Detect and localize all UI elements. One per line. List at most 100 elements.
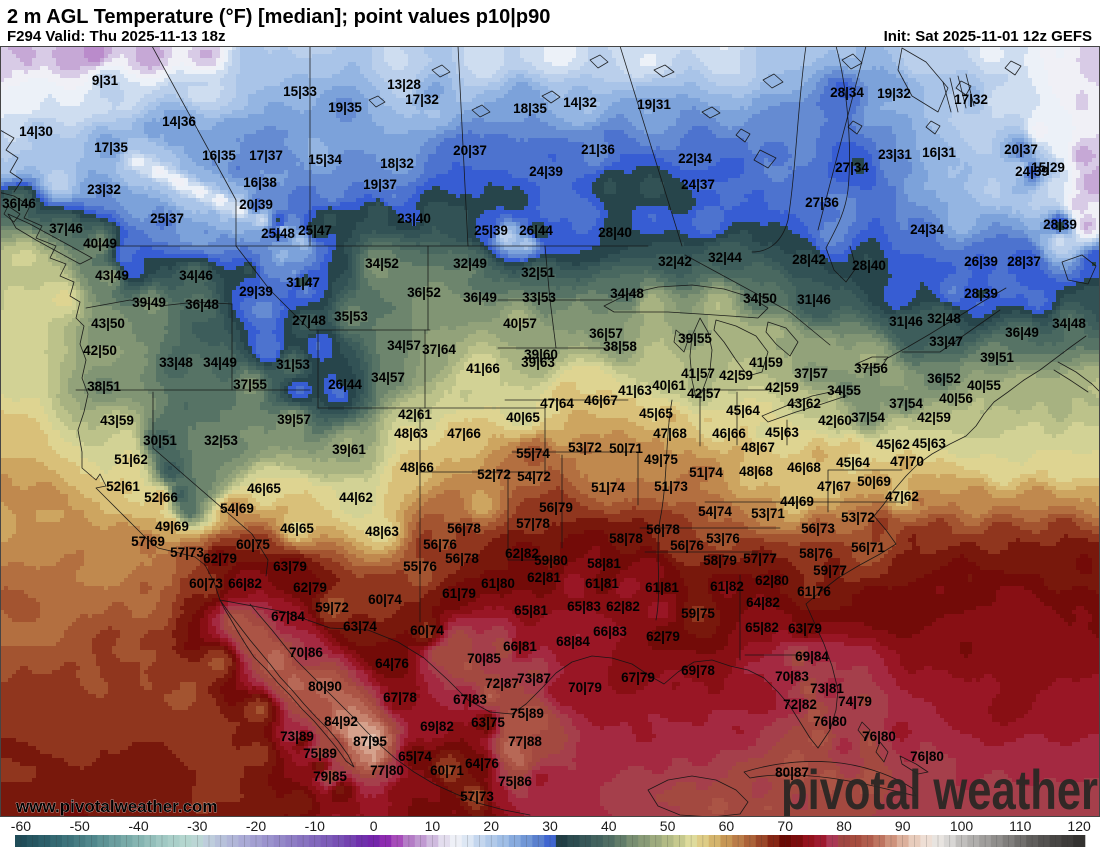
svg-text:50|69: 50|69 [857,474,891,489]
svg-text:72|82: 72|82 [783,697,817,712]
svg-text:56|71: 56|71 [851,540,885,555]
svg-text:46|65: 46|65 [280,521,314,536]
svg-text:42|50: 42|50 [83,343,117,358]
svg-text:73|87: 73|87 [517,671,551,686]
svg-text:64|82: 64|82 [746,595,780,610]
svg-text:19|35: 19|35 [328,100,362,115]
svg-text:70|83: 70|83 [775,669,809,684]
svg-text:34|49: 34|49 [203,355,237,370]
svg-text:63|79: 63|79 [788,621,822,636]
svg-text:59|72: 59|72 [315,600,349,615]
svg-text:68|84: 68|84 [556,634,590,649]
svg-text:27|34: 27|34 [835,160,869,175]
svg-text:76|80: 76|80 [813,714,847,729]
svg-text:53|71: 53|71 [751,506,785,521]
svg-text:57|69: 57|69 [131,534,165,549]
svg-text:17|32: 17|32 [954,92,988,107]
svg-text:32|48: 32|48 [927,311,961,326]
svg-text:15|33: 15|33 [283,84,317,99]
svg-text:47|66: 47|66 [447,426,481,441]
svg-text:40|65: 40|65 [506,410,540,425]
svg-text:23|32: 23|32 [87,182,121,197]
svg-text:69|82: 69|82 [420,719,454,734]
svg-text:51|73: 51|73 [654,479,688,494]
svg-text:-60: -60 [11,818,31,834]
svg-text:65|81: 65|81 [514,603,548,618]
svg-text:26|44: 26|44 [519,223,553,238]
svg-text:10: 10 [425,818,441,834]
svg-text:54|72: 54|72 [517,469,551,484]
svg-text:25|37: 25|37 [150,211,184,226]
svg-text:19|31: 19|31 [637,97,671,112]
svg-text:36|46: 36|46 [2,196,36,211]
svg-text:87|95: 87|95 [353,734,387,749]
svg-text:61|82: 61|82 [710,579,744,594]
svg-text:38|58: 38|58 [603,339,637,354]
svg-text:53|72: 53|72 [568,440,602,455]
svg-text:32|51: 32|51 [521,265,555,280]
svg-text:35|53: 35|53 [334,309,368,324]
svg-text:62|79: 62|79 [203,551,237,566]
svg-text:50|71: 50|71 [609,441,643,456]
svg-text:74|79: 74|79 [838,694,872,709]
svg-text:76|80: 76|80 [910,749,944,764]
svg-text:14|32: 14|32 [563,95,597,110]
svg-text:54|74: 54|74 [698,504,732,519]
svg-text:42|57: 42|57 [687,386,721,401]
svg-text:44|69: 44|69 [780,494,814,509]
svg-text:36|57: 36|57 [589,326,623,341]
svg-text:34|52: 34|52 [365,256,399,271]
svg-text:20|37: 20|37 [453,143,487,158]
svg-text:45|63: 45|63 [912,436,946,451]
svg-text:29|39: 29|39 [239,284,273,299]
svg-text:37|56: 37|56 [854,361,888,376]
svg-text:47|64: 47|64 [540,396,574,411]
svg-text:90: 90 [895,818,911,834]
svg-text:24|39: 24|39 [1015,164,1049,179]
svg-text:65|83: 65|83 [567,599,601,614]
svg-text:52|66: 52|66 [144,490,178,505]
svg-text:38|51: 38|51 [87,379,121,394]
svg-text:20|37: 20|37 [1004,142,1038,157]
svg-text:52|61: 52|61 [106,479,140,494]
svg-text:28|34: 28|34 [830,85,864,100]
svg-text:56|78: 56|78 [447,521,481,536]
svg-text:31|46: 31|46 [889,314,923,329]
svg-text:57|73: 57|73 [170,545,204,560]
svg-text:62|82: 62|82 [505,546,539,561]
svg-text:28|37: 28|37 [1007,254,1041,269]
svg-text:24|34: 24|34 [910,222,944,237]
svg-text:59|77: 59|77 [813,563,847,578]
svg-text:41|66: 41|66 [466,361,500,376]
svg-text:48|63: 48|63 [394,426,428,441]
svg-text:39|61: 39|61 [332,442,366,457]
svg-text:64|76: 64|76 [375,656,409,671]
svg-text:51|62: 51|62 [114,452,148,467]
svg-text:47|68: 47|68 [653,426,687,441]
svg-text:53|72: 53|72 [841,510,875,525]
svg-text:14|30: 14|30 [19,124,53,139]
svg-text:42|61: 42|61 [398,407,432,422]
svg-text:33|47: 33|47 [929,334,963,349]
svg-text:70|79: 70|79 [568,680,602,695]
svg-text:70|85: 70|85 [467,651,501,666]
svg-text:34|55: 34|55 [827,383,861,398]
svg-text:34|50: 34|50 [743,291,777,306]
svg-text:34|46: 34|46 [179,268,213,283]
svg-text:120: 120 [1067,818,1091,834]
svg-text:67|79: 67|79 [621,670,655,685]
svg-text:59|75: 59|75 [681,606,715,621]
svg-text:28|42: 28|42 [792,252,826,267]
svg-text:57|78: 57|78 [516,516,550,531]
svg-text:32|42: 32|42 [658,254,692,269]
svg-text:62|80: 62|80 [755,573,789,588]
svg-text:65|74: 65|74 [398,749,432,764]
svg-text:-30: -30 [187,818,207,834]
svg-text:43|49: 43|49 [95,268,129,283]
svg-text:15|29: 15|29 [1031,160,1065,175]
svg-text:26|44: 26|44 [328,377,362,392]
svg-text:41|59: 41|59 [749,355,783,370]
svg-text:69|78: 69|78 [681,663,715,678]
svg-text:24|39: 24|39 [529,164,563,179]
svg-text:39|60: 39|60 [524,347,558,362]
